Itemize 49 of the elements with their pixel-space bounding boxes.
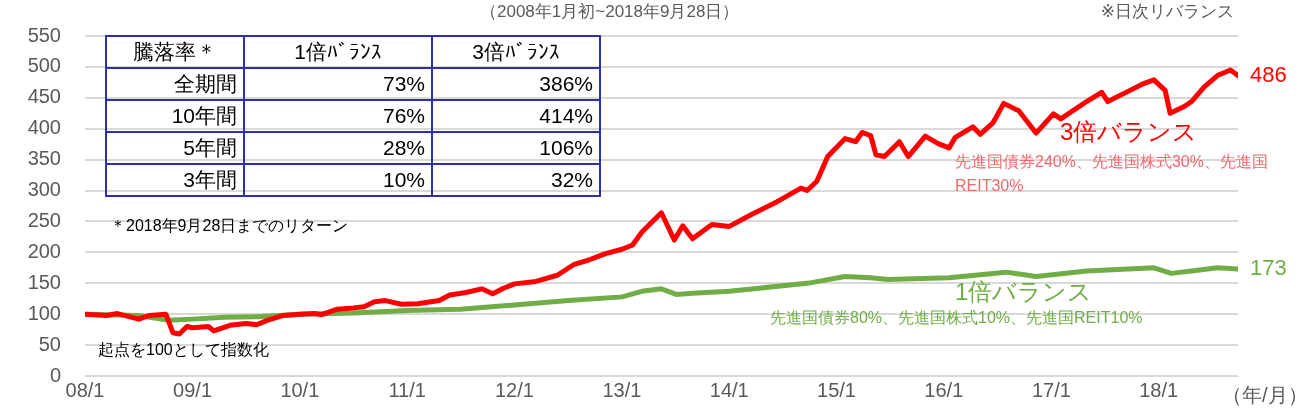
- annotation: 10%: [244, 164, 432, 196]
- x-tick-label: 16/1: [924, 378, 964, 401]
- y-tick-label: 150: [27, 270, 61, 293]
- y-tick-label: 250: [27, 208, 61, 231]
- y-tick-label: 200: [27, 239, 61, 262]
- y-tick-label: 350: [27, 147, 61, 170]
- x-tick-label: 13/1: [602, 378, 642, 401]
- annotation: 先進国債券240%、先進国株式30%、先進国REIT30%: [955, 152, 1269, 196]
- y-tick-label: 300: [27, 178, 61, 201]
- text: ※日次リバランス: [1100, 1, 1234, 23]
- y-tick-label: 100: [27, 301, 61, 324]
- annotation: 28%: [244, 132, 432, 164]
- y-tick-label: 450: [27, 85, 61, 108]
- annotation: ＊2018年9月28日までのリターン: [110, 216, 349, 236]
- x-tick-label: 08/1: [65, 378, 105, 401]
- annotation: 全期間: [106, 68, 244, 100]
- annotation: 先進国債券80%、先進国株式10%、先進国REIT10%: [770, 308, 1143, 328]
- y-tick-label: 500: [27, 54, 61, 77]
- x-tick-label: 17/1: [1031, 378, 1071, 401]
- annotation: 5年間: [106, 132, 244, 164]
- x-tick-label: 10/1: [280, 378, 320, 401]
- y-tick-label: 0: [49, 363, 61, 386]
- y-tick-label: 400: [27, 116, 61, 139]
- annotation: 3年間: [106, 164, 244, 196]
- x-tick-label: 18/1: [1139, 378, 1179, 401]
- annotation: 386%: [432, 68, 600, 100]
- annotation: 1倍ﾊﾞﾗﾝｽ: [244, 36, 432, 68]
- series-label: 3倍バランス: [1060, 117, 1198, 147]
- series-label: 1倍バランス: [955, 277, 1093, 307]
- y-tick-label: 50: [38, 332, 61, 355]
- x-tick-label: 11/1: [388, 378, 426, 401]
- chart-subtitle: （2008年1月初~2018年9月28日）: [480, 1, 740, 23]
- annotation: 10年間: [106, 100, 244, 132]
- annotation: 騰落率＊: [106, 36, 244, 68]
- x-tick-label: 14/1: [709, 378, 749, 401]
- x-axis-title: （年/月）: [1222, 383, 1304, 408]
- annotation: 76%: [244, 100, 432, 132]
- x-tick-label: 12/1: [494, 378, 534, 401]
- x-tick-label: 15/1: [817, 378, 856, 401]
- x-tick-label: 09/1: [173, 378, 213, 401]
- y-tick-label: 550: [27, 23, 61, 46]
- data-label: 173: [1250, 255, 1287, 281]
- annotation: 起点を100として指数化: [98, 340, 269, 360]
- data-label: 486: [1250, 61, 1287, 87]
- annotation: 3倍ﾊﾞﾗﾝｽ: [432, 36, 600, 68]
- annotation: 414%: [432, 100, 600, 132]
- annotation: 73%: [244, 68, 432, 100]
- annotation: 32%: [432, 164, 600, 196]
- annotation: 106%: [432, 132, 600, 164]
